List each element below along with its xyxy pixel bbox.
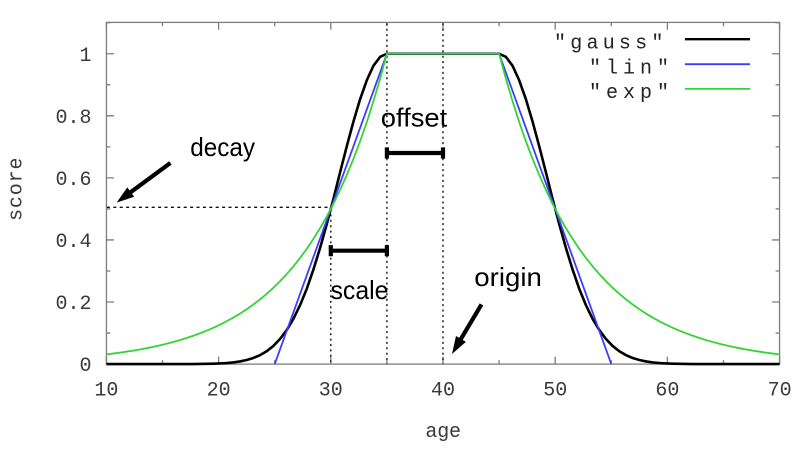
svg-text:"gauss": "gauss" xyxy=(554,33,663,56)
svg-text:origin: origin xyxy=(474,262,542,292)
svg-text:0.4: 0.4 xyxy=(55,231,91,254)
svg-text:scale: scale xyxy=(331,275,389,305)
svg-text:score: score xyxy=(6,157,29,221)
svg-text:20: 20 xyxy=(207,379,231,402)
svg-text:10: 10 xyxy=(94,379,118,402)
svg-text:offset: offset xyxy=(381,103,448,133)
svg-text:60: 60 xyxy=(655,379,679,402)
svg-text:0.6: 0.6 xyxy=(55,169,91,192)
svg-text:age: age xyxy=(425,421,461,444)
svg-text:decay: decay xyxy=(190,132,255,162)
svg-text:"lin": "lin" xyxy=(589,57,669,80)
svg-text:40: 40 xyxy=(431,379,455,402)
svg-text:1: 1 xyxy=(79,45,91,68)
svg-text:0.8: 0.8 xyxy=(55,107,91,130)
svg-text:70: 70 xyxy=(768,379,792,402)
svg-text:0.2: 0.2 xyxy=(55,293,91,316)
svg-text:30: 30 xyxy=(319,379,343,402)
svg-text:0: 0 xyxy=(79,355,91,378)
svg-text:"exp": "exp" xyxy=(589,82,669,105)
svg-text:50: 50 xyxy=(543,379,567,402)
